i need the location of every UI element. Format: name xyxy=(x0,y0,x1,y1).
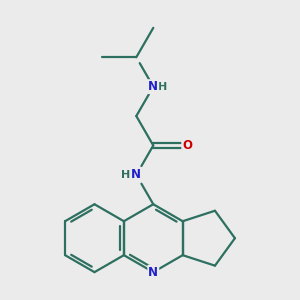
Text: N: N xyxy=(131,168,141,182)
Text: H: H xyxy=(158,82,167,92)
Text: N: N xyxy=(148,266,158,279)
Text: H: H xyxy=(132,170,141,180)
Text: O: O xyxy=(182,139,192,152)
Text: N: N xyxy=(148,80,158,93)
Text: H: H xyxy=(121,170,130,180)
